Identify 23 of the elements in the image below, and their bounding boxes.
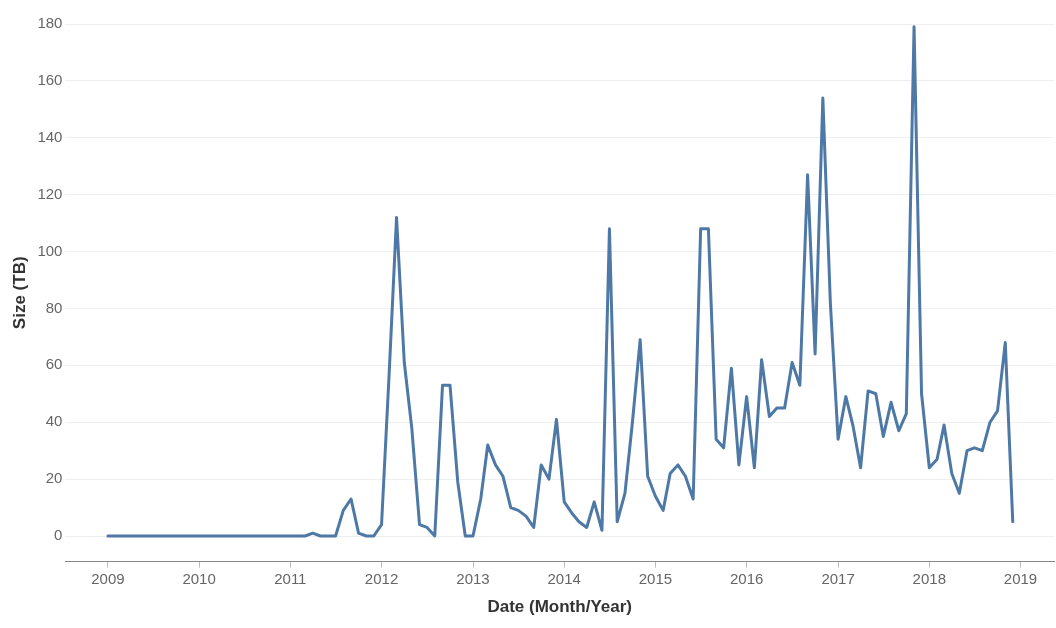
x-tick-label: 2016 — [729, 569, 764, 587]
y-tick-label: 40 — [45, 412, 63, 430]
x-tick-label: 2019 — [1003, 569, 1038, 587]
x-tick-label: 2014 — [547, 569, 581, 587]
x-tick-label: 2017 — [821, 569, 855, 587]
y-tick-label: 0 — [54, 526, 63, 544]
y-tick-label: 120 — [37, 184, 63, 202]
x-tick-label: 2015 — [638, 569, 673, 587]
x-tick-label: 2009 — [91, 569, 125, 587]
x-tick-label: 2012 — [364, 569, 399, 587]
y-tick-label: 80 — [45, 298, 63, 316]
x-tick-label: 2011 — [274, 569, 307, 587]
y-tick-label: 160 — [37, 71, 63, 89]
y-tick-label: 100 — [37, 241, 63, 259]
y-tick-label: 20 — [45, 469, 63, 487]
y-tick-label: 60 — [45, 355, 63, 373]
x-tick-label: 2018 — [912, 569, 946, 587]
y-tick-label: 140 — [37, 127, 63, 145]
x-tick-label: 2013 — [456, 569, 490, 587]
y-tick-label: 180 — [37, 14, 63, 32]
x-axis-title: Date (Month/Year) — [487, 597, 632, 617]
x-tick-label: 2010 — [182, 569, 216, 587]
y-axis-title: Size (TB) — [9, 256, 29, 330]
